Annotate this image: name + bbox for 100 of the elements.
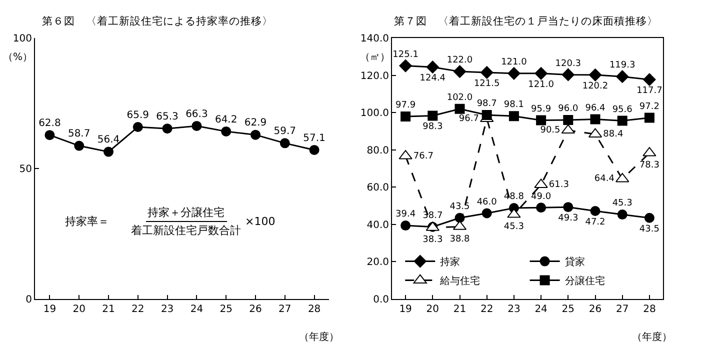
point	[221, 126, 232, 136]
annotation: 着工新設住宅戸数合計	[131, 223, 241, 238]
point	[590, 114, 600, 124]
annotation: ×100	[245, 215, 276, 228]
point	[400, 111, 411, 122]
point	[643, 73, 656, 86]
y-tick-label: 50	[19, 164, 32, 175]
point	[454, 104, 465, 114]
data-label: 121.0	[528, 80, 554, 90]
data-label: 78.3	[639, 160, 660, 171]
point	[44, 130, 55, 140]
data-label: 38.3	[422, 235, 443, 246]
point	[162, 124, 172, 134]
chart-title: 第７図 〈着工新設住宅の１戸当たりの床面積推移〉	[394, 14, 658, 28]
data-label: 62.8	[38, 118, 61, 129]
y-tick-label: 100	[12, 34, 32, 44]
data-label: 96.0	[558, 104, 578, 114]
legend-label: 分譲住宅	[564, 275, 605, 288]
point	[74, 140, 84, 151]
data-label: 120.3	[555, 58, 582, 69]
point	[480, 66, 494, 79]
x-tick-label: 22	[480, 304, 494, 315]
data-label: 119.3	[609, 60, 636, 71]
annotation: 持家＋分譲住宅	[146, 205, 226, 222]
x-tick-label: 27	[616, 304, 629, 315]
legend-label: 持家	[440, 256, 460, 268]
x-tick-label: 23	[160, 304, 174, 315]
data-label: 45.3	[504, 222, 524, 232]
point	[508, 67, 520, 80]
data-label: 56.4	[97, 134, 120, 146]
y-tick-label: 60.0	[366, 182, 389, 194]
data-label: 88.4	[603, 129, 624, 140]
y-axis-title: （%）	[3, 52, 33, 63]
legend-label: 給与住宅	[439, 275, 480, 288]
x-tick-label: 27	[278, 304, 292, 315]
y-tick-label: 0.0	[373, 294, 389, 306]
x-tick-label: 19	[399, 304, 412, 315]
data-label: 57.1	[303, 132, 326, 144]
point	[644, 212, 654, 223]
data-label: 120.2	[582, 81, 608, 92]
x-tick-label: 24	[190, 304, 204, 315]
point	[250, 130, 260, 140]
data-label: 65.9	[126, 110, 150, 121]
point	[453, 65, 466, 78]
data-label: 98.3	[422, 122, 443, 132]
y-tick-label: 100.0	[360, 108, 389, 120]
x-tick-label: 23	[508, 304, 520, 315]
data-label: 64.4	[594, 174, 615, 184]
data-label: 38.8	[450, 234, 470, 244]
data-label: 64.2	[214, 114, 238, 126]
point	[617, 116, 628, 126]
data-label: 97.2	[639, 102, 660, 112]
x-tick-label: 20	[426, 304, 440, 315]
point	[132, 122, 143, 132]
point	[588, 68, 602, 82]
data-label: 121.0	[501, 58, 528, 68]
data-label: 39.4	[396, 210, 416, 220]
data-label: 48.8	[504, 192, 524, 202]
x-tick-label: 21	[453, 304, 466, 315]
point	[644, 112, 654, 123]
x-tick-label: 25	[562, 304, 575, 315]
data-label: 43.5	[639, 224, 660, 234]
point	[482, 208, 492, 218]
data-label: 125.1	[392, 50, 418, 60]
y-tick-label: 140.0	[360, 34, 389, 44]
point	[536, 115, 546, 126]
y-tick-label: 120.0	[360, 70, 389, 82]
data-label: 47.2	[585, 217, 606, 228]
point	[399, 59, 412, 72]
legend-label: 貸家	[564, 256, 585, 268]
point	[616, 70, 629, 83]
data-label: 95.6	[612, 104, 633, 115]
point	[428, 110, 438, 121]
point	[616, 172, 630, 182]
point	[400, 220, 411, 231]
data-label: 96.7	[458, 114, 479, 124]
data-label: 76.7	[413, 151, 434, 162]
x-tick-label: 28	[643, 304, 656, 315]
data-label: 45.3	[612, 198, 632, 209]
point	[280, 138, 290, 148]
point	[192, 120, 202, 131]
y-tick-label: 40.0	[366, 220, 389, 231]
data-label: 61.3	[548, 180, 569, 190]
data-label: 96.4	[585, 103, 606, 114]
x-axis-title: （年度）	[299, 331, 339, 343]
x-tick-label: 22	[132, 304, 144, 315]
x-tick-label: 28	[308, 304, 321, 315]
data-label: 97.9	[396, 100, 416, 111]
data-label: 46.0	[476, 197, 498, 208]
point	[536, 202, 546, 213]
data-label: 122.0	[446, 56, 473, 66]
data-label: 121.5	[474, 78, 500, 89]
point	[561, 124, 575, 134]
point	[563, 202, 574, 212]
y-tick-label: 80.0	[366, 145, 389, 156]
data-label: 58.7	[68, 128, 90, 140]
data-label: 62.9	[244, 118, 267, 129]
point	[104, 146, 114, 157]
point	[562, 68, 574, 82]
x-tick-label: 21	[102, 304, 115, 315]
